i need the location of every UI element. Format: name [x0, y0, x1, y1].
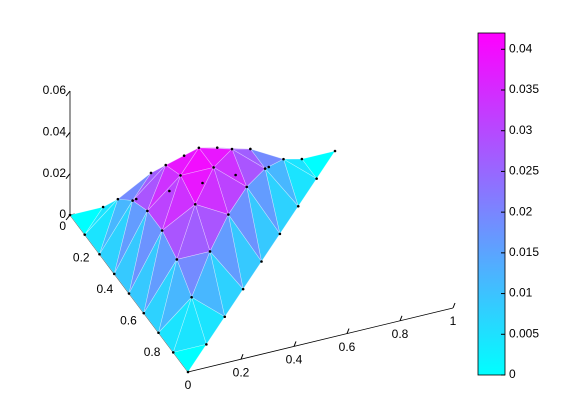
x-tick	[452, 302, 456, 309]
vertex-marker	[190, 295, 193, 299]
vertex-marker	[300, 157, 304, 161]
colorbar-tick-label: 0.005	[509, 326, 539, 340]
x-tick-label: 0.2	[233, 365, 250, 379]
vertex-marker	[296, 204, 300, 208]
surface-face	[172, 343, 208, 373]
colorbar-tick-label: 0.025	[509, 164, 539, 178]
vertex-marker	[98, 252, 101, 256]
x-tick-label: 0.8	[392, 327, 409, 341]
vertex-marker	[149, 171, 153, 175]
vertex-marker	[164, 163, 168, 167]
vertex-marker	[179, 174, 182, 177]
vertex-marker	[212, 166, 215, 169]
vertex-marker	[134, 197, 138, 201]
vertex-marker	[267, 165, 271, 169]
z-tick	[65, 173, 71, 179]
y-tick-label: 0.8	[144, 345, 161, 359]
vertex-marker	[241, 287, 245, 291]
vertex-marker	[127, 292, 131, 295]
colorbar-tick-label: 0.02	[509, 204, 533, 218]
z-tick-label: 0.06	[43, 83, 67, 97]
z-tick-label: 0	[59, 207, 66, 221]
vertex-marker	[116, 197, 120, 201]
colorbar-tick-label: 0.015	[509, 245, 539, 259]
y-tick-label: 0.4	[97, 282, 114, 296]
vertex-marker	[260, 260, 263, 263]
surface-face	[213, 148, 248, 188]
vertex-marker	[197, 146, 201, 150]
x-tick-label: 1	[450, 314, 457, 328]
surface-face	[191, 250, 226, 318]
vertex-marker	[168, 189, 171, 193]
y-tick-label: 0	[59, 219, 66, 233]
surface-face	[147, 164, 181, 212]
surface-face	[158, 297, 192, 354]
x-tick	[293, 341, 297, 347]
colorbar-tick-label: 0.035	[509, 82, 539, 96]
y-tick-label: 0.6	[120, 313, 137, 327]
vertex-marker	[68, 213, 72, 217]
vertex-marker	[315, 177, 318, 180]
vertex-marker	[282, 157, 285, 161]
vertex-marker	[263, 167, 267, 170]
colorbar-tick-label: 0.04	[509, 41, 533, 55]
z-tick	[65, 132, 71, 138]
z-tick-label: 0.04	[43, 125, 67, 139]
x-tick-label: 0.6	[339, 340, 356, 354]
vertex-marker	[142, 311, 146, 315]
colorbar-tick-label: 0	[509, 367, 516, 381]
vertex-marker	[234, 173, 237, 177]
surface-face	[157, 258, 192, 334]
x-axis	[187, 307, 454, 373]
vertex-marker	[175, 258, 179, 261]
vertex-marker	[171, 351, 175, 354]
vertex-marker	[205, 343, 208, 346]
vertex-marker	[333, 149, 337, 153]
vertex-marker	[146, 209, 149, 213]
vertex-marker	[131, 199, 134, 202]
vertex-marker	[215, 146, 219, 149]
vertex-marker	[83, 233, 87, 236]
z-tick-label: 0.02	[43, 166, 67, 180]
colorbar-tick-label: 0.01	[509, 286, 533, 300]
vertex-marker	[112, 272, 116, 276]
vertex-marker	[182, 154, 186, 157]
vertex-marker	[193, 203, 197, 206]
x-tick	[346, 328, 350, 334]
vertex-marker	[160, 229, 164, 232]
vertex-marker	[157, 331, 160, 335]
y-tick-label: 0.2	[73, 251, 90, 265]
x-tick	[399, 315, 403, 321]
z-tick	[65, 90, 71, 97]
surface-face	[176, 251, 211, 299]
x-tick-label: 0	[185, 378, 192, 392]
vertex-marker	[186, 370, 190, 374]
vertex-marker	[278, 232, 282, 236]
vertex-marker	[230, 147, 234, 151]
vertex-marker	[249, 147, 252, 151]
vertex-marker	[227, 213, 230, 216]
vertex-marker	[223, 315, 227, 319]
surface-face	[191, 296, 226, 346]
colorbar-tick-label: 0.03	[509, 123, 533, 137]
x-tick-label: 0.4	[286, 353, 303, 367]
colorbar	[477, 32, 506, 376]
vertex-marker	[101, 205, 105, 209]
x-tick	[240, 354, 244, 360]
vertex-marker	[208, 250, 212, 253]
vertex-marker	[201, 181, 204, 185]
vertex-marker	[245, 185, 249, 189]
